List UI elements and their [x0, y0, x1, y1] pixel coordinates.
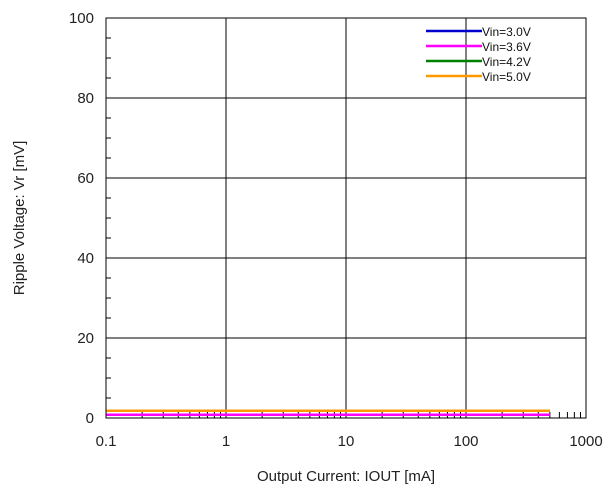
y-tick-label: 40: [77, 250, 94, 267]
x-axis-title: Output Current: IOUT [mA]: [257, 468, 435, 485]
legend-label: Vin=3.0V: [482, 25, 531, 39]
x-tick-labels: 0.1 1 10 100 1000: [96, 433, 603, 450]
x-tick-label: 0.1: [96, 433, 117, 450]
x-tick-label: 100: [453, 433, 478, 450]
legend-label: Vin=3.6V: [482, 40, 531, 54]
y-tick-label: 100: [69, 10, 94, 27]
y-tick-label: 60: [77, 170, 94, 187]
legend-label: Vin=4.2V: [482, 55, 531, 69]
y-tick-label: 0: [86, 410, 94, 427]
x-tick-label: 1: [222, 433, 230, 450]
y-axis-title: Ripple Voltage: Vr [mV]: [11, 141, 28, 296]
y-tick-label: 80: [77, 90, 94, 107]
y-tick-labels: 0 20 40 60 80 100: [69, 10, 94, 427]
y-tick-label: 20: [77, 330, 94, 347]
series-lines: [106, 409, 550, 417]
x-tick-label: 10: [338, 433, 355, 450]
plot-frame: [105, 17, 587, 419]
x-tick-label: 1000: [569, 433, 602, 450]
grid: [106, 18, 586, 418]
legend-label: Vin=5.0V: [482, 70, 531, 84]
